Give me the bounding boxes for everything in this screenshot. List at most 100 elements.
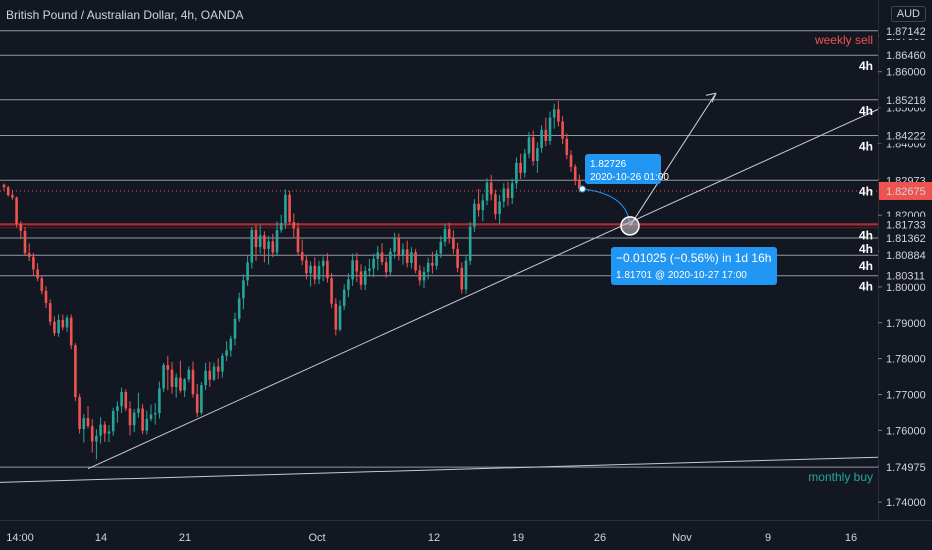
candle-body xyxy=(90,426,94,442)
candle-body xyxy=(288,194,291,222)
candle-body xyxy=(200,385,203,413)
candle-body xyxy=(23,230,27,254)
level-price-box xyxy=(879,459,932,476)
level-note: 4h xyxy=(859,242,873,256)
candle-body xyxy=(204,370,207,386)
level-note: 4h xyxy=(859,59,873,73)
candle-body xyxy=(263,235,266,249)
candle-body xyxy=(107,431,111,434)
candle-body xyxy=(78,396,81,429)
level-price-label: 1.74975 xyxy=(886,462,926,474)
candle-body xyxy=(254,229,258,248)
candle-body xyxy=(137,408,140,413)
candle-body xyxy=(225,350,228,356)
price-tick-label: 1.80000 xyxy=(886,282,926,294)
candle-body xyxy=(233,318,237,339)
projection-arrow[interactable] xyxy=(629,92,717,227)
level-price-box xyxy=(879,247,932,264)
candle-body xyxy=(321,260,325,267)
candle-body xyxy=(389,251,392,273)
level-price-label: 1.81362 xyxy=(886,233,926,245)
candle-body xyxy=(32,256,35,270)
candle-body xyxy=(338,305,342,330)
candle-body xyxy=(506,188,510,198)
candle-body xyxy=(36,269,39,279)
candle-body xyxy=(267,241,270,249)
candle-body xyxy=(2,184,6,188)
candle-body xyxy=(372,258,375,269)
candle-body xyxy=(435,253,438,266)
candle-body xyxy=(552,109,556,118)
candle-body xyxy=(523,153,527,173)
candle-body xyxy=(401,249,405,255)
candle-body xyxy=(498,201,501,215)
candle-body xyxy=(246,262,249,281)
candle-body xyxy=(216,366,220,372)
measure-tooltip-change: −0.01025 (−0.56%) in 1d 16h xyxy=(616,251,771,265)
candle-body xyxy=(53,321,56,334)
price-tick-label: 1.77000 xyxy=(886,389,926,401)
candle-body xyxy=(351,260,354,280)
candle-body xyxy=(170,369,174,387)
level-price-label: 1.80311 xyxy=(886,271,925,283)
price-tick-label: 1.76000 xyxy=(886,425,926,437)
level-price-box xyxy=(879,127,932,144)
level-note: 4h xyxy=(859,280,873,294)
candle-body xyxy=(158,388,161,414)
candle-body xyxy=(11,195,14,198)
candle-body xyxy=(489,182,493,195)
candle-body xyxy=(347,279,350,290)
candle-body xyxy=(557,109,560,122)
candle-body xyxy=(191,369,195,395)
candle-body xyxy=(149,414,153,419)
candle-body xyxy=(111,410,115,432)
candle-body xyxy=(368,268,371,271)
candle-body xyxy=(334,303,338,330)
candle-body xyxy=(439,241,443,254)
currency-button[interactable]: AUD xyxy=(890,6,926,22)
monthly-trend-line[interactable] xyxy=(0,456,879,483)
candle-body xyxy=(481,200,485,211)
candle-body xyxy=(15,197,18,224)
last-price-box xyxy=(879,181,932,200)
measure-end-point[interactable] xyxy=(620,216,640,236)
candle-body xyxy=(61,319,65,328)
price-tick-label: 1.74000 xyxy=(886,497,926,509)
candle-body xyxy=(569,154,573,167)
point-tooltip-date: 2020-10-26 01:00 xyxy=(590,172,669,183)
candle-body xyxy=(208,370,212,380)
candle-body xyxy=(258,235,262,248)
candle-body xyxy=(242,280,245,299)
time-tick-label: Oct xyxy=(308,532,325,544)
level-note: 4h xyxy=(859,104,873,118)
candle-body xyxy=(443,229,447,242)
rising-trend-line[interactable] xyxy=(87,108,879,470)
time-tick-label: 14 xyxy=(95,532,107,544)
candle-body xyxy=(561,121,564,139)
time-tick-label: Nov xyxy=(672,532,692,544)
time-tick-label: 9 xyxy=(765,532,771,544)
candle-body xyxy=(544,129,548,141)
candle-body xyxy=(330,278,333,304)
candle-body xyxy=(6,187,10,196)
level-price-label: 1.85218 xyxy=(886,95,926,107)
candle-body xyxy=(515,162,518,184)
point-tooltip-price: 1.82726 xyxy=(590,159,627,170)
candle-body xyxy=(384,262,388,273)
level-price-label: 1.81733 xyxy=(886,220,926,232)
level-price-box xyxy=(879,91,932,108)
candle-body xyxy=(313,265,317,280)
symbol-title: British Pound / Australian Dollar, 4h, O… xyxy=(6,8,244,22)
level-price-label: 1.87142 xyxy=(886,26,926,38)
candle-body xyxy=(309,265,312,274)
candle-body xyxy=(162,365,165,389)
candle-body xyxy=(116,406,119,411)
arrow-head xyxy=(705,92,717,103)
last-price-label: 1.82675 xyxy=(886,186,926,198)
candle-body xyxy=(275,230,279,253)
measure-start-point[interactable] xyxy=(578,185,586,193)
candle-body xyxy=(179,377,182,391)
candle-body xyxy=(284,194,287,224)
level-price-box xyxy=(879,22,932,39)
